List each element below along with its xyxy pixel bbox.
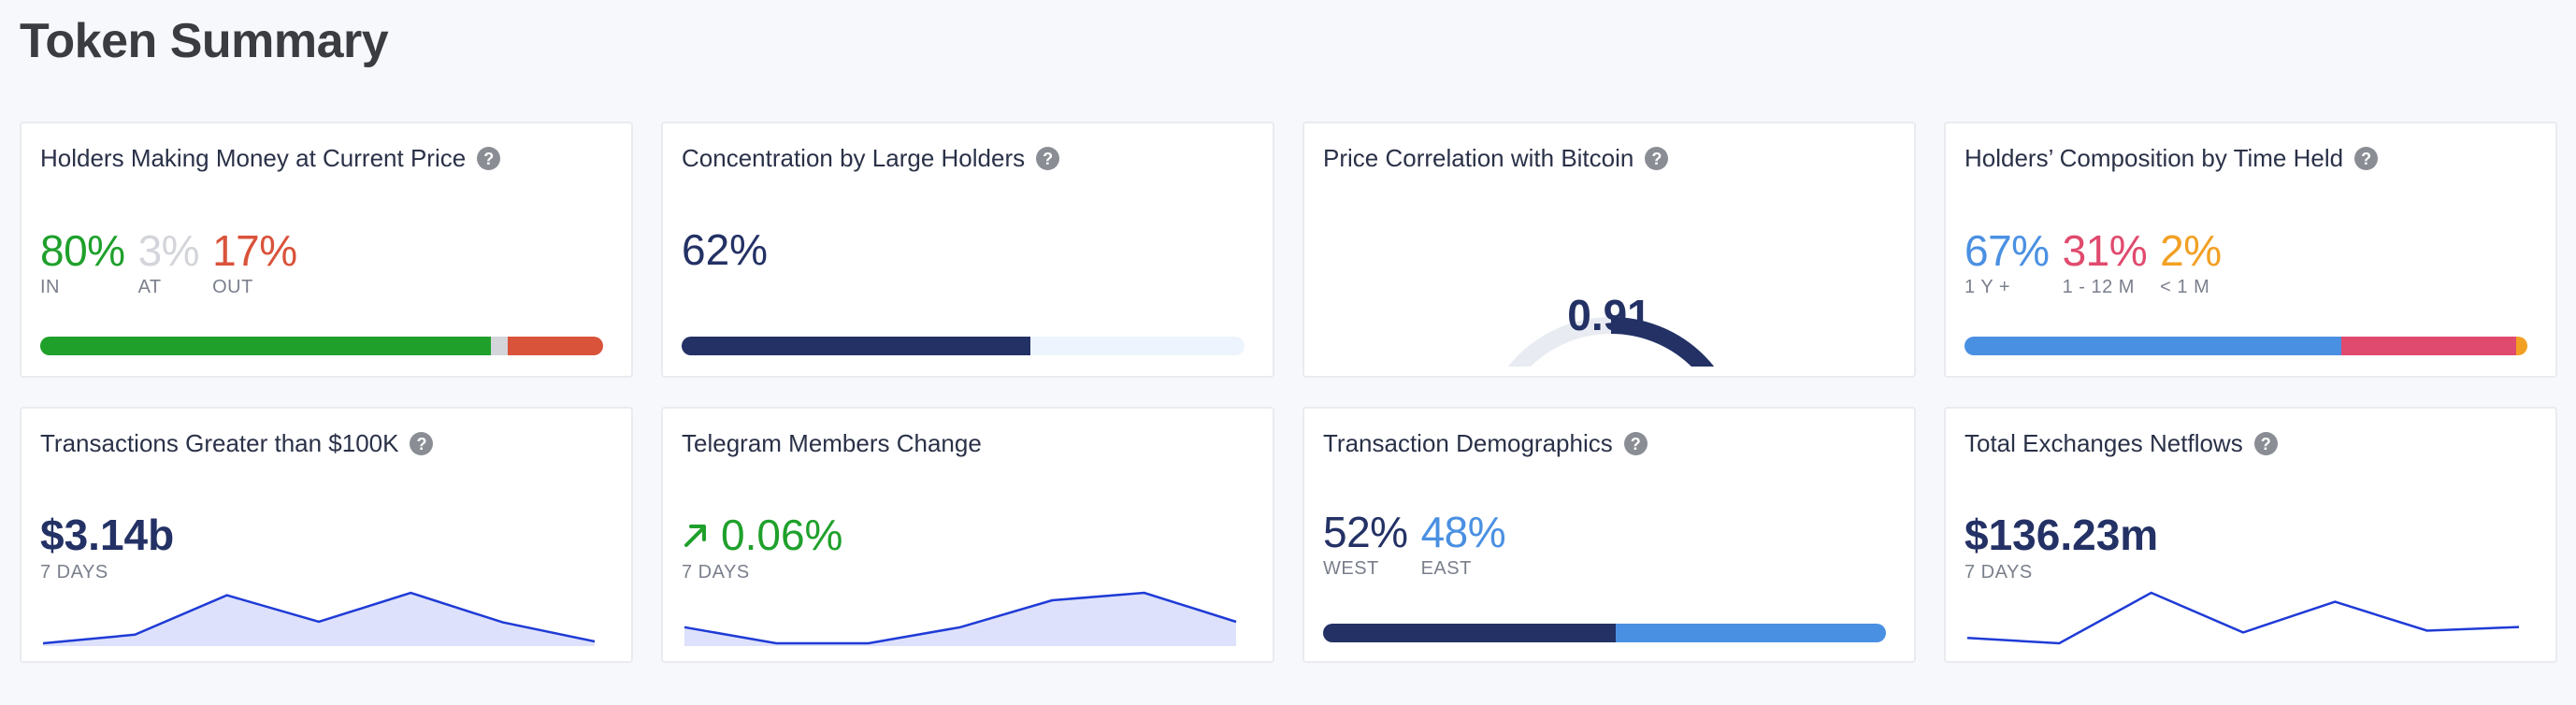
netflows-period: 7 DAYS: [1964, 562, 2033, 583]
stat-in-value: 80%: [40, 226, 125, 275]
correlation-value: 0.91: [1567, 291, 1651, 339]
bar-seg-long: [1964, 337, 2342, 355]
card-concentration: Concentration by Large Holders ? 62%: [661, 122, 1274, 378]
time-held-bar: [1964, 337, 2527, 355]
stat-mid-value: 31%: [2062, 226, 2148, 275]
stat-long-value: 67%: [1964, 226, 2050, 275]
bar-seg-mid: [2341, 337, 2516, 355]
help-icon[interactable]: ?: [410, 432, 434, 455]
bar-seg-concentration: [682, 337, 1031, 355]
stat-short-label: < 1 M: [2160, 277, 2210, 297]
stat-west-label: WEST: [1323, 558, 1379, 579]
bar-seg-in: [40, 337, 491, 355]
correlation-gauge: [1507, 317, 1715, 367]
card-title-concentration: Concentration by Large Holders: [682, 144, 1026, 172]
netflows-sparkline: [1966, 591, 2520, 645]
concentration-bar: [682, 337, 1245, 355]
stat-long: 67% 1 Y +: [1964, 228, 2050, 298]
stat-west-value: 52%: [1323, 508, 1408, 556]
time-held-stats: 67% 1 Y + 31% 1 - 12 M 2% < 1 M: [1964, 228, 2222, 298]
stat-west: 52% WEST: [1323, 510, 1408, 580]
stat-at-value: 3%: [137, 226, 200, 275]
help-icon[interactable]: ?: [1623, 432, 1648, 455]
telegram-period: 7 DAYS: [682, 562, 750, 583]
sparkline-line: [684, 591, 1237, 645]
card-title-time-held: Holders’ Composition by Time Held: [1964, 144, 2344, 172]
stat-in-label: IN: [40, 277, 60, 297]
sparkline-line: [1966, 591, 2520, 645]
help-icon[interactable]: ?: [477, 147, 501, 170]
sparkline-area: [684, 593, 1236, 646]
help-icon[interactable]: ?: [1036, 147, 1060, 170]
stat-out: 17% OUT: [212, 228, 297, 298]
sparkline-line: [42, 591, 596, 645]
demographics-bar: [1323, 624, 1886, 642]
stat-out-value: 17%: [212, 226, 297, 275]
concentration-value: 62%: [682, 225, 769, 274]
bar-seg-west: [1323, 624, 1617, 642]
stat-east: 48% EAST: [1421, 510, 1506, 580]
card-demographics: Transaction Demographics ? 52% WEST 48% …: [1302, 407, 1916, 663]
sparkline-area: [43, 593, 595, 646]
stat-out-label: OUT: [212, 277, 253, 297]
stat-at: 3% AT: [137, 226, 200, 298]
bar-seg-east: [1616, 624, 1886, 642]
help-icon[interactable]: ?: [2253, 432, 2278, 455]
stat-short-value: 2%: [2160, 226, 2222, 275]
arrow-up-right-icon: [684, 525, 706, 547]
card-title-btc-correlation: Price Correlation with Bitcoin: [1323, 144, 1634, 172]
stat-mid-label: 1 - 12 M: [2062, 277, 2135, 297]
large-tx-sparkline: [42, 591, 596, 646]
card-netflows: Total Exchanges Netflows ? $136.23m 7 DA…: [1944, 407, 2557, 663]
netflows-value: $136.23m: [1964, 511, 2159, 559]
stat-in: 80% IN: [40, 228, 125, 298]
telegram-sparkline: [684, 591, 1237, 646]
page-title: Token Summary: [20, 14, 389, 68]
help-icon[interactable]: ?: [2354, 147, 2379, 170]
gauge-fill: [1610, 317, 1715, 367]
stat-at-label: AT: [137, 277, 162, 297]
card-telegram: Telegram Members Change 0.06% 7 DAYS: [661, 407, 1274, 663]
stat-east-label: EAST: [1420, 558, 1472, 579]
telegram-change-value: 0.06%: [721, 511, 843, 559]
demographics-stats: 52% WEST 48% EAST: [1323, 510, 1506, 580]
stat-long-label: 1 Y +: [1964, 277, 2011, 297]
stat-short: 2% < 1 M: [2160, 226, 2222, 298]
bar-seg-out: [507, 337, 603, 355]
card-title-demographics: Transaction Demographics: [1323, 429, 1613, 457]
holders-money-bar: [40, 337, 603, 355]
holders-money-stats: 80% IN 3% AT 17% OUT: [40, 228, 297, 298]
bar-seg-at: [490, 337, 508, 355]
large-tx-value: $3.14b: [40, 511, 175, 559]
card-btc-correlation: Price Correlation with Bitcoin ? 0.91: [1302, 122, 1916, 378]
large-tx-period: 7 DAYS: [40, 562, 108, 583]
stat-mid: 31% 1 - 12 M: [2063, 228, 2148, 298]
card-title-netflows: Total Exchanges Netflows: [1964, 429, 2243, 457]
card-holders-making-money: Holders Making Money at Current Price ? …: [20, 122, 633, 378]
stat-east-value: 48%: [1420, 508, 1506, 556]
card-title-large-transactions: Transactions Greater than $100K: [40, 429, 399, 457]
telegram-change: 0.06%: [682, 510, 842, 560]
card-title-telegram: Telegram Members Change: [682, 429, 982, 457]
help-icon[interactable]: ?: [1645, 147, 1669, 170]
card-title-holders-making-money: Holders Making Money at Current Price: [40, 144, 467, 172]
bar-seg-short: [2515, 337, 2527, 355]
card-time-held: Holders’ Composition by Time Held ? 67% …: [1944, 122, 2557, 378]
card-large-transactions: Transactions Greater than $100K ? $3.14b…: [20, 407, 633, 663]
